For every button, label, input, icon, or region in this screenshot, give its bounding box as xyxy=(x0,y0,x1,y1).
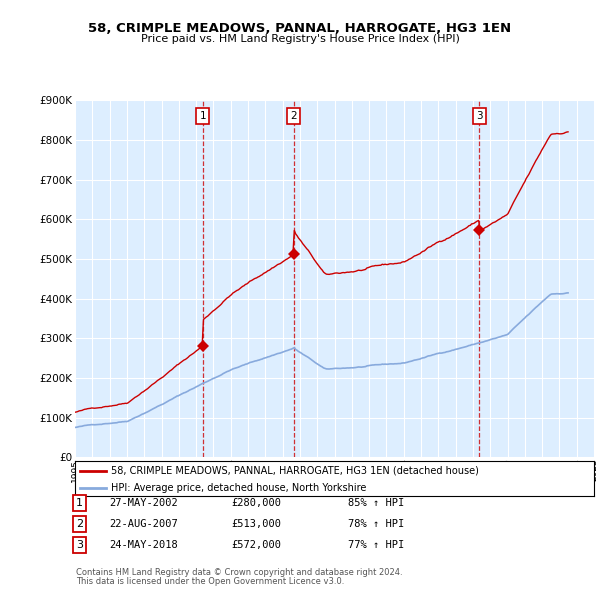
Text: 58, CRIMPLE MEADOWS, PANNAL, HARROGATE, HG3 1EN (detached house): 58, CRIMPLE MEADOWS, PANNAL, HARROGATE, … xyxy=(112,466,479,476)
Text: £513,000: £513,000 xyxy=(231,519,281,529)
Text: £572,000: £572,000 xyxy=(231,540,281,550)
Text: 3: 3 xyxy=(76,540,83,550)
Text: 58, CRIMPLE MEADOWS, PANNAL, HARROGATE, HG3 1EN: 58, CRIMPLE MEADOWS, PANNAL, HARROGATE, … xyxy=(88,22,512,35)
Text: 1: 1 xyxy=(199,111,206,121)
Text: 2: 2 xyxy=(76,519,83,529)
Text: 77% ↑ HPI: 77% ↑ HPI xyxy=(348,540,404,550)
Text: £280,000: £280,000 xyxy=(231,498,281,507)
Text: 3: 3 xyxy=(476,111,483,121)
Text: 1: 1 xyxy=(76,498,83,507)
Text: 2: 2 xyxy=(290,111,297,121)
Text: 27-MAY-2002: 27-MAY-2002 xyxy=(109,498,178,507)
Text: Price paid vs. HM Land Registry's House Price Index (HPI): Price paid vs. HM Land Registry's House … xyxy=(140,34,460,44)
Text: This data is licensed under the Open Government Licence v3.0.: This data is licensed under the Open Gov… xyxy=(76,578,344,586)
Text: 22-AUG-2007: 22-AUG-2007 xyxy=(109,519,178,529)
Text: HPI: Average price, detached house, North Yorkshire: HPI: Average price, detached house, Nort… xyxy=(112,483,367,493)
Text: Contains HM Land Registry data © Crown copyright and database right 2024.: Contains HM Land Registry data © Crown c… xyxy=(76,568,403,577)
Text: 24-MAY-2018: 24-MAY-2018 xyxy=(109,540,178,550)
Text: 85% ↑ HPI: 85% ↑ HPI xyxy=(348,498,404,507)
Text: 78% ↑ HPI: 78% ↑ HPI xyxy=(348,519,404,529)
